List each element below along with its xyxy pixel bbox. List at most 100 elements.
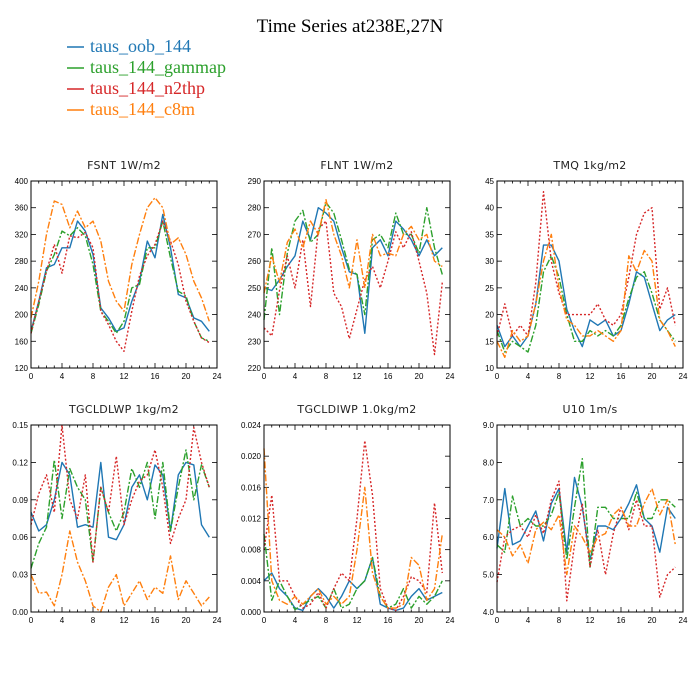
y-tick-label: 35 [485,230,494,239]
legend-label-taus_oob_144: taus_oob_144 [90,36,191,56]
x-tick-label: 24 [213,372,222,381]
y-tick-label: 4.0 [483,608,495,617]
x-tick-label: 20 [182,616,191,625]
x-tick-label: 4 [60,616,65,625]
legend-label-taus_144_n2thp: taus_144_n2thp [90,78,205,98]
y-tick-label: 0.06 [12,533,28,542]
y-tick-label: 5.0 [483,571,495,580]
series-line-taus_oob_144 [496,476,676,561]
panel-title: TGCLDLWP 1kg/m2 [68,403,179,416]
y-tick-label: 360 [15,204,29,213]
panel-title: TMQ 1kg/m2 [552,159,626,172]
x-tick-label: 0 [29,616,34,625]
y-tick-label: 8.0 [483,458,495,467]
y-tick-label: 400 [15,177,29,186]
x-tick-label: 16 [151,372,160,381]
x-tick-label: 0 [495,372,500,381]
x-tick-label: 12 [120,616,129,625]
x-tick-label: 16 [617,372,626,381]
y-tick-label: 30 [485,257,494,266]
series-line-taus_144_gammap [30,449,210,569]
y-tick-label: 9.0 [483,421,495,430]
y-tick-label: 280 [248,204,262,213]
series-line-taus_144_n2thp [496,480,676,602]
x-tick-label: 16 [617,616,626,625]
y-tick-label: 0.03 [12,571,28,580]
y-tick-label: 0.000 [241,608,262,617]
y-tick-label: 160 [15,337,29,346]
series-line-taus_144_c8m [263,198,443,294]
panel-2: TMQ 1kg/m2 10 15 20 25 30 35 40 45 0 4 8 12 16 20 24 [485,159,688,381]
y-tick-label: 200 [15,311,29,320]
series-line-taus_144_gammap [496,458,676,568]
y-tick-label: 260 [248,257,262,266]
x-tick-label: 4 [293,372,298,381]
panel-frame [496,424,684,613]
y-tick-label: 25 [485,284,494,293]
x-tick-label: 4 [60,372,65,381]
y-tick-label: 240 [15,284,29,293]
panel-3: TGCLDLWP 1kg/m2 0.00 0.03 0.06 0.09 0.12 0.15 0… [12,403,222,625]
panel-1: FLNT 1W/m2 220 230 240 250 260 270 280 290 0 4 8 12 1… [248,159,455,381]
y-tick-label: 120 [15,364,29,373]
y-tick-label: 290 [248,177,262,186]
x-tick-label: 12 [353,616,362,625]
series-line-taus_oob_144 [496,244,676,348]
legend-label-taus_144_c8m: taus_144_c8m [90,99,195,119]
series-line-taus_144_gammap [30,220,210,342]
panel-0: FSNT 1W/m2 120 160 200 240 280 320 360 400 0 4 8 12 1… [15,159,222,381]
y-tick-label: 230 [248,337,262,346]
x-tick-label: 20 [648,616,657,625]
y-tick-label: 280 [15,257,29,266]
x-tick-label: 24 [446,372,455,381]
series-line-taus_144_n2thp [496,190,676,337]
x-tick-label: 16 [384,372,393,381]
panel-title: FLNT 1W/m2 [320,159,393,172]
series-line-taus_oob_144 [30,461,210,541]
panel-title: TGCLDIWP 1.0kg/m2 [296,403,416,416]
x-tick-label: 8 [324,616,329,625]
series-line-taus_144_c8m [496,487,676,576]
series-line-taus_144_c8m [30,530,210,613]
panel-frame [263,180,451,369]
panel-title: U10 1m/s [562,403,617,416]
x-tick-label: 12 [586,616,595,625]
x-tick-label: 12 [353,372,362,381]
x-tick-label: 24 [213,616,222,625]
series-line-taus_144_c8m [496,233,676,358]
y-tick-label: 7.0 [483,496,495,505]
x-tick-label: 24 [446,616,455,625]
x-tick-label: 0 [262,372,267,381]
panel-title: FSNT 1W/m2 [87,159,161,172]
panel-frame [263,424,451,613]
y-tick-label: 0.12 [12,458,28,467]
chart-title: Time Series at238E,27N [257,16,444,37]
x-tick-label: 0 [29,372,34,381]
y-tick-label: 0.15 [12,421,28,430]
panel-4: TGCLDIWP 1.0kg/m2 0.000 0.004 0.008 0.012 0.0… [241,403,455,625]
x-tick-label: 16 [151,616,160,625]
series-line-taus_144_gammap [263,201,443,320]
y-tick-label: 0.00 [12,608,28,617]
y-tick-label: 0.020 [241,452,262,461]
x-tick-label: 4 [526,616,531,625]
x-tick-label: 8 [324,372,329,381]
x-tick-label: 20 [648,372,657,381]
x-tick-label: 24 [679,372,688,381]
y-tick-label: 20 [485,311,494,320]
x-tick-label: 12 [586,372,595,381]
y-tick-label: 45 [485,177,494,186]
x-tick-label: 24 [679,616,688,625]
x-tick-label: 16 [384,616,393,625]
y-tick-label: 270 [248,230,262,239]
y-tick-label: 0.016 [241,483,262,492]
series-line-taus_144_c8m [30,196,210,322]
series-line-taus_144_gammap [496,255,676,353]
x-tick-label: 4 [293,616,298,625]
panel-frame [496,180,684,369]
y-tick-label: 320 [15,230,29,239]
x-tick-label: 20 [182,372,191,381]
series-line-taus_oob_144 [263,556,443,612]
